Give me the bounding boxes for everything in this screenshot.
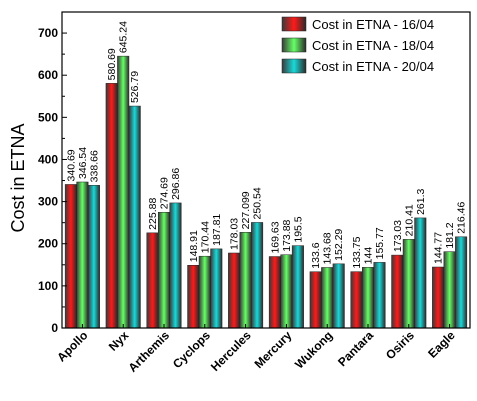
data-label: 296.86 (170, 168, 182, 200)
bar (455, 236, 468, 329)
y-tick-label: 500 (38, 110, 58, 124)
data-label: 178.03 (229, 218, 241, 250)
data-label: 133.6 (310, 242, 322, 268)
legend-swatch (281, 16, 307, 32)
y-axis-label: Cost in ETNA (8, 123, 28, 232)
bar (210, 248, 223, 329)
data-label: 227.099 (240, 191, 252, 229)
data-label: 274.69 (159, 177, 171, 209)
data-label: 225.88 (147, 198, 159, 230)
category-label: Nyx (106, 328, 132, 354)
data-label: 155.77 (374, 227, 386, 259)
bar (117, 55, 130, 329)
category-label: Apollo (54, 328, 90, 364)
bar (432, 266, 445, 329)
data-label: 338.66 (88, 150, 100, 182)
category-label: Mercury (252, 328, 295, 371)
data-label: 250.54 (252, 187, 264, 219)
bar (169, 202, 182, 329)
category-label: Wukong (292, 328, 335, 371)
data-label: 144.77 (433, 232, 445, 264)
data-label: 173.88 (281, 219, 293, 251)
bar (228, 252, 241, 329)
y-tick-label: 100 (38, 279, 58, 293)
category-label: Eagle (425, 328, 458, 361)
bar (402, 239, 415, 329)
data-label: 645.24 (118, 21, 130, 53)
bar (414, 217, 427, 329)
bar (391, 254, 404, 329)
data-label: 148.91 (188, 230, 200, 262)
category-label: Osiris (383, 328, 417, 362)
bar (321, 267, 334, 329)
bar (158, 212, 170, 329)
bar (291, 245, 304, 329)
legend: Cost in ETNA - 16/04 Cost in ETNA - 18/04… (281, 16, 434, 74)
data-label: 181.2 (444, 222, 456, 248)
bar (76, 181, 89, 329)
y-tick-label: 300 (38, 195, 58, 209)
bar (239, 232, 252, 329)
data-label: 526.79 (129, 71, 141, 103)
y-tick-label: 0 (51, 321, 58, 335)
data-label: 187.81 (211, 214, 223, 246)
bar (309, 271, 322, 329)
bar (198, 255, 211, 329)
legend-label: Cost in ETNA - 20/04 (312, 59, 434, 74)
data-label: 152.29 (333, 229, 345, 261)
bar (373, 262, 386, 329)
bar (332, 263, 345, 329)
data-label: 173.03 (392, 220, 404, 252)
bar (128, 105, 141, 329)
data-label: 143.68 (322, 232, 334, 264)
bar (251, 222, 264, 329)
bar (105, 83, 118, 329)
legend-swatch (281, 58, 307, 74)
category-label: Arthemis (125, 328, 172, 375)
legend-label: Cost in ETNA - 16/04 (312, 17, 434, 32)
bar (268, 256, 281, 329)
plot-frame (61, 11, 471, 329)
data-label: 169.63 (269, 221, 281, 253)
data-label: 216.46 (456, 202, 468, 234)
bar (362, 267, 374, 329)
bar (280, 254, 293, 329)
legend-swatch (281, 37, 307, 53)
y-tick-label: 700 (38, 26, 58, 40)
data-label: 144 (363, 247, 375, 265)
data-label: 170.44 (199, 221, 211, 253)
bar (443, 251, 456, 329)
bar (64, 184, 77, 329)
bar (87, 185, 100, 329)
data-label: 210.41 (403, 204, 415, 236)
data-label: 340.69 (65, 149, 77, 181)
data-label: 580.69 (106, 48, 118, 80)
data-label: 261.3 (415, 188, 427, 214)
bar (146, 232, 159, 329)
y-tick-label: 600 (38, 68, 58, 82)
category-label: Cyclops (170, 328, 213, 371)
data-label: 133.75 (351, 236, 363, 268)
category-label: Pantara (335, 328, 376, 369)
legend-label: Cost in ETNA - 18/04 (312, 38, 434, 53)
bar (350, 271, 363, 329)
bar (187, 265, 200, 329)
y-tick-label: 400 (38, 152, 58, 166)
y-tick-label: 200 (38, 237, 58, 251)
category-label: Hercules (208, 328, 254, 374)
data-label: 346.54 (77, 147, 89, 179)
bars-layer (64, 55, 468, 329)
data-label: 195.5 (292, 216, 304, 242)
